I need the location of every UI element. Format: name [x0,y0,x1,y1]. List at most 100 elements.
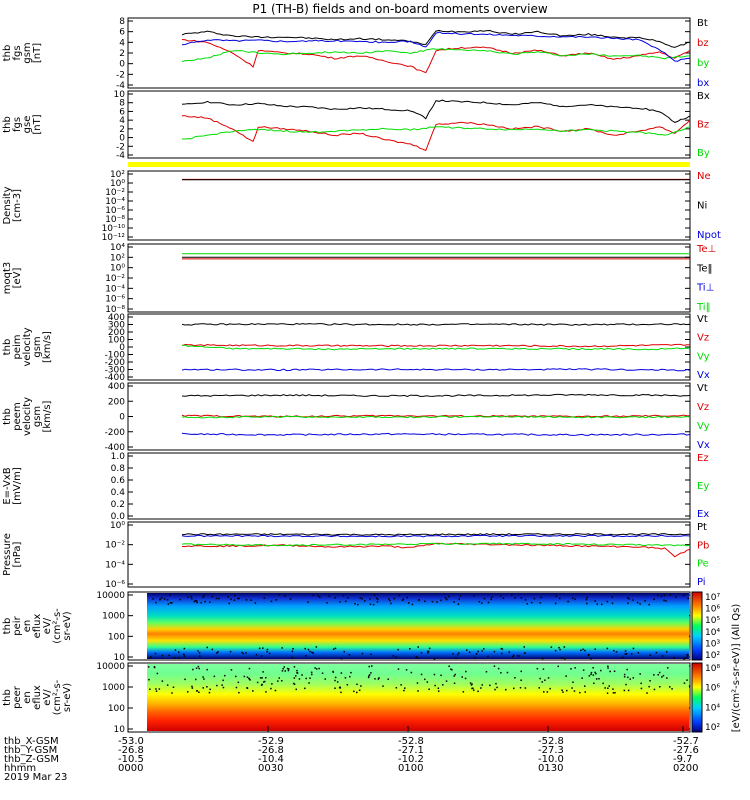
spectrogram-speck [183,647,186,650]
spectrogram-speck [152,598,154,600]
spectrogram-speck [382,685,384,687]
spectrogram-speck [683,594,685,597]
spectrogram-speck [458,652,460,654]
spectrogram-speck [627,689,630,692]
spectrogram-speck [424,678,426,681]
spectrogram-speck [587,654,590,657]
y-axis-label: [nT] [32,43,43,63]
spectrogram-speck [655,651,658,654]
y-tick-label: 10² [110,253,125,263]
spectrogram-speck [271,683,273,685]
legend-entry: Vx [697,370,710,381]
y-tick-label: 4 [119,38,125,48]
spectrogram-speck [215,597,218,600]
spectrogram-speck [542,668,545,670]
spectrogram-speck [211,595,214,598]
spectrogram-speck [466,649,468,651]
spectrogram-speck [450,668,452,670]
spectrogram-speck [554,650,557,652]
spectrogram-speck [295,688,297,691]
series-line-black [181,99,691,123]
spectrogram-speck [254,602,257,604]
spectrogram-speck [459,594,461,597]
y-axis-label: eflux [32,685,43,710]
panel-frame-efield [127,452,691,520]
spectrogram-speck [590,673,592,676]
spectrogram-speck [627,602,629,604]
legend-entry: Ne [697,171,711,182]
x-axis-row-label: thb_X-GSM [4,736,59,747]
spectrogram-speck [445,598,448,601]
spectrogram-speck [237,681,240,684]
x-axis-value: 0000 [118,763,143,774]
spectrogram-speck [376,601,379,603]
spectrogram-speck [359,597,362,599]
spectrogram-speck [284,670,286,672]
x-axis-value: -10.4 [258,754,284,765]
spectrogram-speck [304,647,306,650]
spectrogram-speck [378,677,380,679]
spectrogram-speck [291,650,294,653]
spectrogram-speck [661,676,663,678]
spectrogram-speck [293,666,296,668]
spectrogram-speck [611,602,614,605]
spectrogram-speck [455,657,457,659]
series-line-green [181,415,691,419]
spectrogram-speck [444,597,447,599]
y-axis-label: moqt3 [2,262,13,295]
spectrogram-speck [417,646,419,648]
spectrogram-speck [673,657,676,659]
spectrogram-speck [533,597,536,600]
spectrogram-speck [368,674,371,676]
spectrogram-speck [554,602,557,605]
y-tick-label: -200 [105,428,126,438]
spectrogram-speck [471,687,473,690]
spectrogram-speck [474,656,476,659]
x-axis-value: -10.2 [398,754,424,765]
spectrogram-speck [197,665,200,668]
spectrogram-speck [224,674,226,677]
spectrogram-speck [627,676,629,679]
y-tick-label: 2 [119,125,125,135]
spectrogram-speck [606,692,609,694]
spectrogram-speck [376,598,379,601]
legend-entry: Vy [697,351,710,362]
spectrogram-speck [307,601,309,603]
spectrogram-speck [158,688,161,690]
spectrogram-speck [242,652,245,655]
spectrogram-speck [662,674,665,677]
spectrogram-speck [222,686,225,689]
spectrogram-speck [350,671,352,674]
spectrogram-peer-eflux [147,664,689,731]
spectrogram-speck [361,597,363,600]
spectrogram-speck [490,598,492,601]
spectrogram-speck [403,689,405,692]
spectrogram-speck [663,594,666,597]
spectrogram-speck [155,690,158,692]
spectrogram-speck [196,601,198,604]
spectrogram-speck [309,677,311,679]
y-axis-label: Pressure [2,533,13,576]
y-axis-label: peem [12,402,23,430]
spectrogram-speck [663,599,665,602]
spectrogram-speck [453,675,455,677]
spectrogram-speck [481,650,483,652]
spectrogram-speck [375,597,378,600]
spectrogram-speck [208,691,211,694]
spectrogram-speck [283,666,285,668]
spectrogram-speck [477,690,479,693]
spectrogram-speck [221,684,223,686]
spectrogram-speck [442,684,444,686]
legend-entry: Vz [697,402,709,413]
x-axis-row-label: thb_Z-GSM [4,754,59,765]
spectrogram-speck [191,687,194,689]
spectrogram-speck [311,673,313,676]
spectrogram-speck [686,679,688,681]
spectrogram-speck [491,596,493,598]
spectrogram-speck [653,674,655,676]
spectrogram-speck [649,680,651,682]
spectrogram-speck [249,679,251,681]
spectrogram-speck [270,687,272,690]
spectrogram-speck [607,687,609,689]
